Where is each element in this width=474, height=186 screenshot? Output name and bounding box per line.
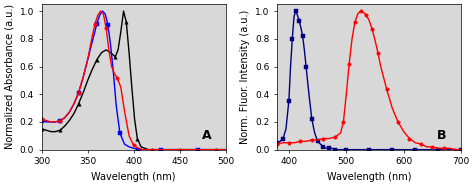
Text: A: A	[202, 129, 211, 142]
Y-axis label: Normalized Absorbance (a.u.): Normalized Absorbance (a.u.)	[4, 4, 14, 150]
X-axis label: Wavelength (nm): Wavelength (nm)	[91, 172, 176, 182]
Text: B: B	[438, 129, 447, 142]
X-axis label: Wavelength (nm): Wavelength (nm)	[327, 172, 411, 182]
Y-axis label: Norm. Fluor. Intensity (a.u.): Norm. Fluor. Intensity (a.u.)	[240, 10, 250, 144]
